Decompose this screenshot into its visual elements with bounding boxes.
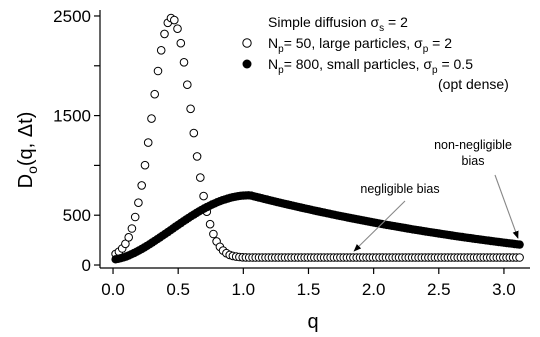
legend-entry-part: p <box>423 44 429 55</box>
axis-ticks <box>94 15 505 274</box>
legend-filled-circle-icon <box>242 59 252 69</box>
annotation-negligible-arrow <box>353 200 406 252</box>
open-circle-point <box>130 212 140 222</box>
open-circle-point <box>147 114 156 123</box>
legend-entry-part: = 0.5 <box>438 56 474 72</box>
x-axis-title: q <box>307 311 318 333</box>
legend-entry-part: N <box>268 35 278 51</box>
x-tick-label: 0.0 <box>101 280 125 299</box>
open-circle-point <box>209 229 218 239</box>
legend-title-main: Simple diffusion σ <box>268 14 379 30</box>
legend-entry-part: p <box>432 65 438 76</box>
annotation-negligible-text: negligible bias <box>360 182 439 196</box>
x-tick-label: 1.5 <box>297 280 321 299</box>
x-tick-label: 2.0 <box>362 280 386 299</box>
tick-labels: 0.0 0.5 1.0 1.5 2.0 2.5 3.0 0 500 1500 2500 <box>53 7 516 299</box>
open-circle-point <box>173 24 182 34</box>
y-axis-title-text: Do(q, Δt) <box>15 112 40 189</box>
legend-entry-part: N <box>268 56 278 72</box>
open-circle-point <box>134 198 143 207</box>
legend-entry-2: (opt dense) <box>438 76 509 92</box>
legend-entry-0: Np= 50, large particles, σp = 2 <box>268 35 452 55</box>
y-axis-title-main: D <box>15 174 37 188</box>
annotation-nonnegligible-text: bias <box>462 154 485 168</box>
open-circle-point <box>176 38 186 48</box>
open-circle-point <box>156 46 166 55</box>
series-large-particles <box>111 13 524 262</box>
open-circle-point <box>143 138 153 147</box>
x-tick-label: 2.5 <box>427 280 451 299</box>
legend-title-sub: s <box>379 23 384 34</box>
open-circle-point <box>205 219 215 229</box>
annotations: non-negligible bias negligible bias <box>353 138 519 252</box>
legend-entry-part: (opt dense) <box>438 76 509 92</box>
y-tick-label: 1500 <box>53 107 91 126</box>
y-tick-label: 500 <box>63 206 91 225</box>
legend: Simple diffusion σs = 2Np= 50, large par… <box>242 14 509 92</box>
filled-circle-point <box>515 240 524 249</box>
legend-title: Simple diffusion σs = 2 <box>268 14 408 34</box>
y-axis-title: Do(q, Δt) <box>15 112 40 189</box>
open-circle-point <box>179 58 189 67</box>
legend-entry-1: Np= 800, small particles, σp = 0.5 <box>268 56 473 76</box>
open-circle-point <box>124 233 133 242</box>
legend-title-rest: = 2 <box>384 14 408 30</box>
annotation-nonnegligible-arrow <box>494 174 519 239</box>
legend-entry-part: = 2 <box>428 35 452 51</box>
x-tick-label: 3.0 <box>492 280 516 299</box>
annotation-nonnegligible-text: non-negligible <box>434 138 512 152</box>
open-circle-point <box>150 89 159 99</box>
open-circle-point <box>153 66 163 76</box>
x-tick-label: 0.5 <box>166 280 190 299</box>
legend-open-circle-icon <box>242 38 252 48</box>
open-circle-point <box>183 80 192 89</box>
open-circle-point <box>196 173 205 182</box>
open-circle-point <box>186 104 195 114</box>
open-circle-point <box>127 224 137 233</box>
y-tick-label: 2500 <box>53 7 91 26</box>
y-tick-label: 0 <box>82 256 91 275</box>
y-axis-title-sub: o <box>24 166 40 174</box>
legend-entry-part: = 50, large particles, σ <box>284 35 423 51</box>
x-tick-label: 1.0 <box>232 280 256 299</box>
open-circle-point <box>160 29 169 39</box>
y-axis-title-rest: (q, Δt) <box>15 112 37 166</box>
open-circle-point <box>192 152 202 161</box>
legend-entry-part: = 800, small particles, σ <box>284 56 433 72</box>
open-circle-point <box>189 128 199 138</box>
open-circle-point <box>137 181 146 190</box>
open-circle-point <box>515 253 524 262</box>
legend-entry-part: p <box>278 44 284 55</box>
open-circle-point <box>199 191 208 201</box>
data-series <box>111 13 524 264</box>
series-small-particles <box>111 191 524 264</box>
legend-entry-part: p <box>278 65 284 76</box>
open-circle-point <box>140 160 150 170</box>
open-circle-point <box>170 15 179 25</box>
